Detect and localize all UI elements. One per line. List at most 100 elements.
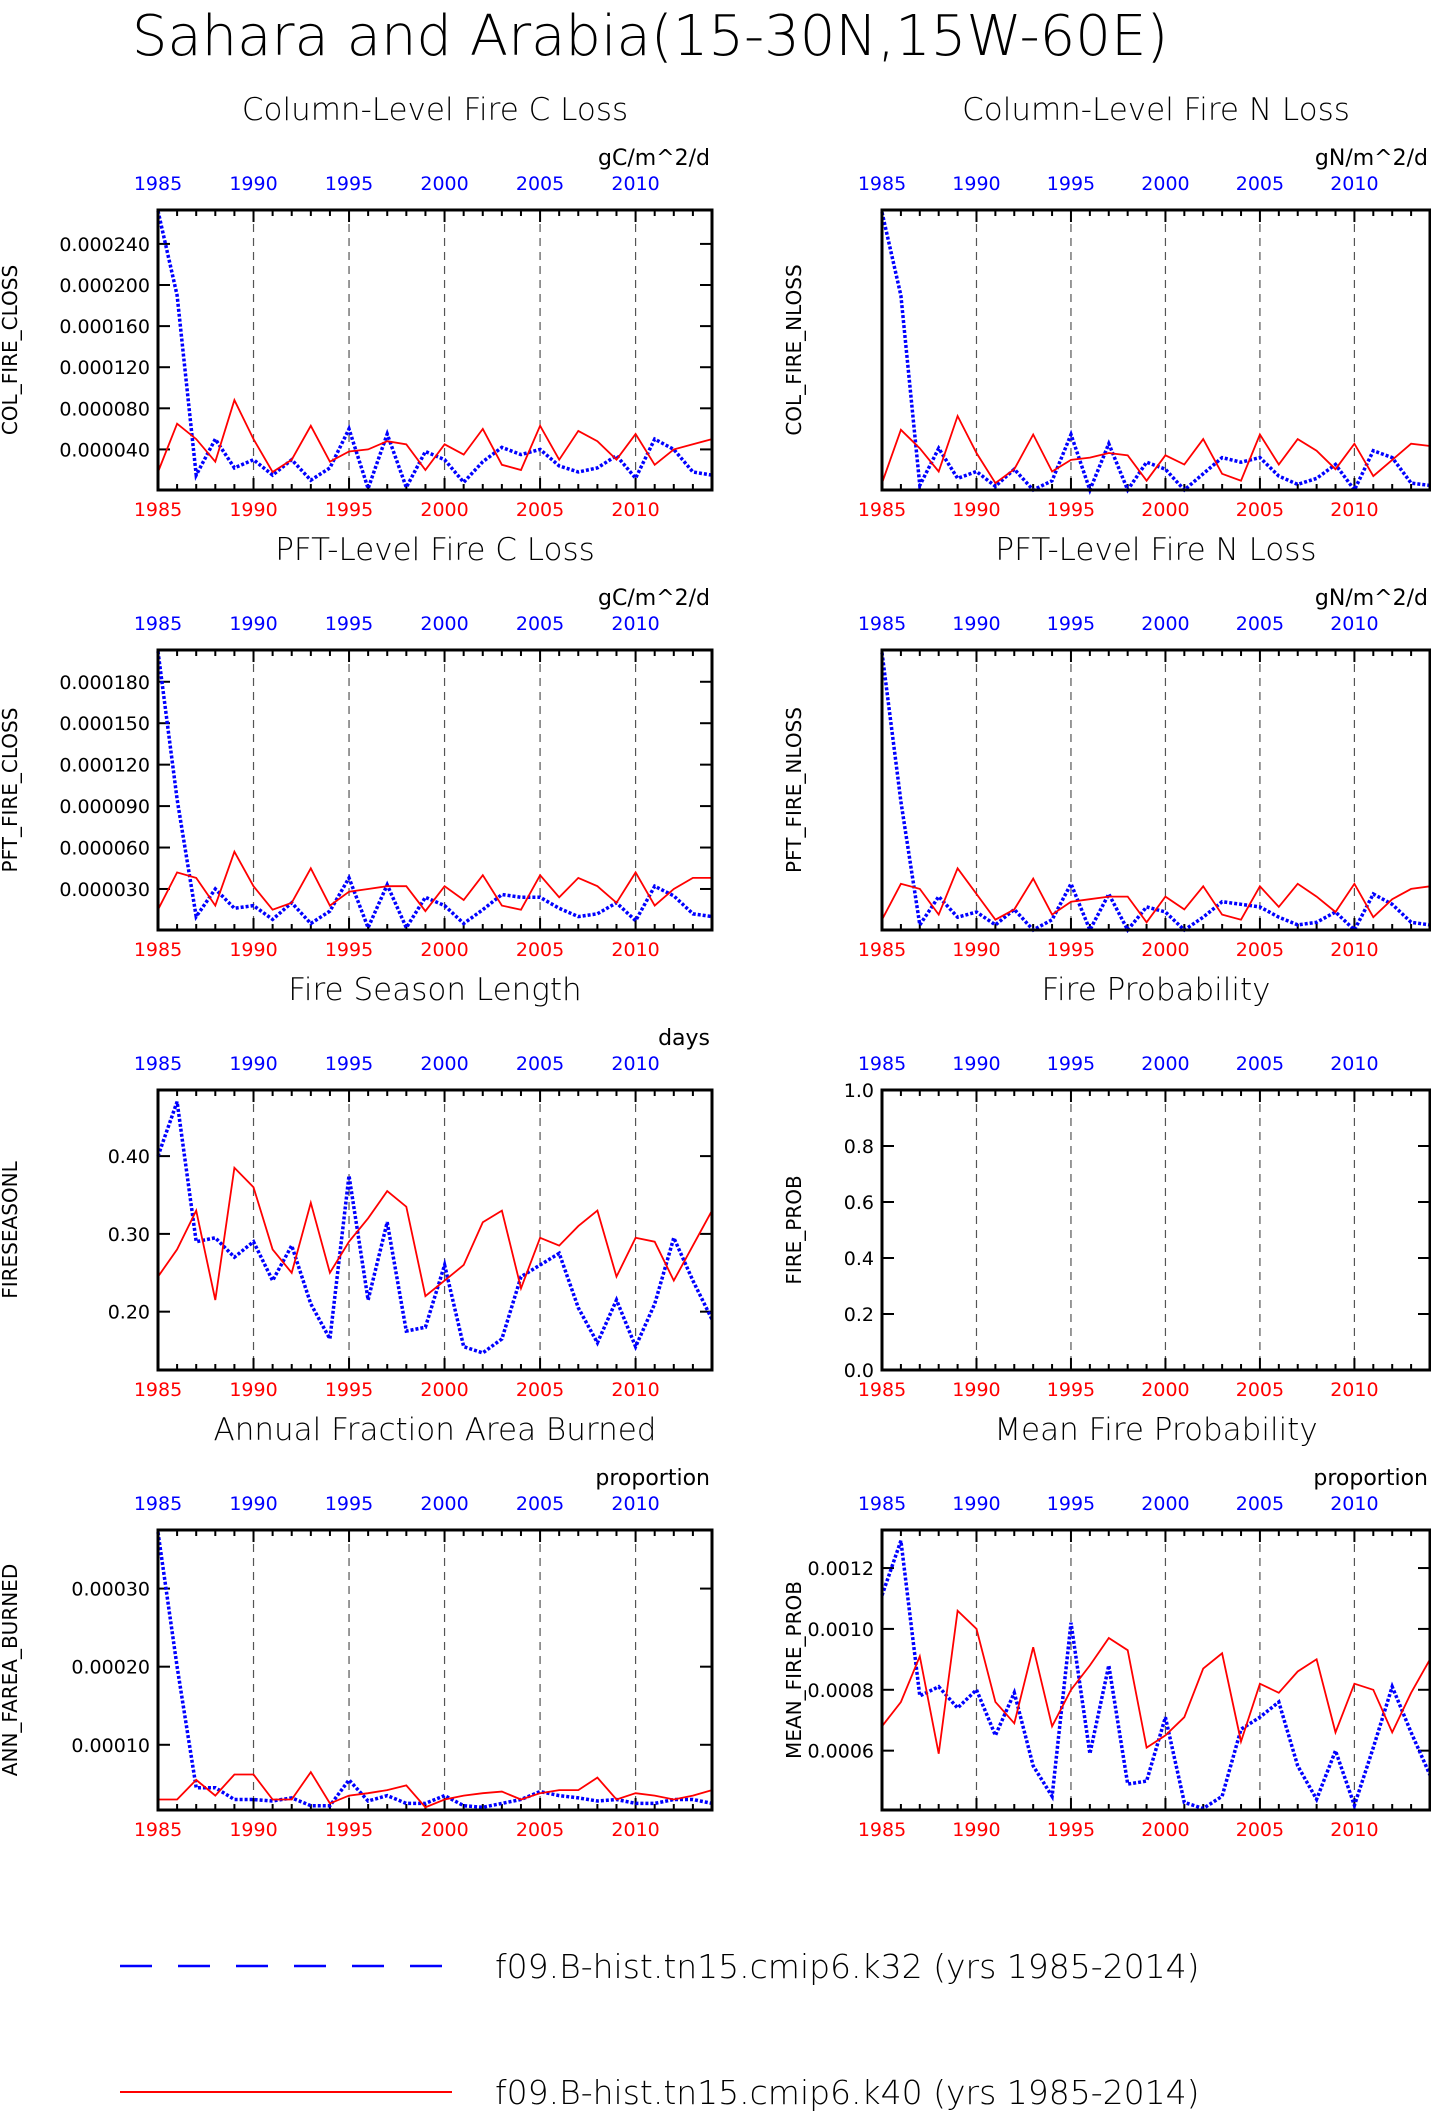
units-label: gC/m^2/d (598, 586, 710, 611)
x-tick-label-top: 1995 (325, 613, 373, 635)
panel-title: PFT-Level Fire C Loss (275, 532, 595, 568)
units-label: gN/m^2/d (1315, 586, 1428, 611)
x-tick-label-top: 1985 (858, 1493, 906, 1515)
legend: f09.B-hist.tn15.cmip6.k32 (yrs 1985-2014… (120, 1947, 1200, 2112)
x-tick-label-bottom: 1995 (1047, 1379, 1095, 1401)
x-tick-label-bottom: 2000 (420, 499, 468, 521)
y-tick-label: 0.00010 (71, 1735, 150, 1757)
y-axis-label: COL_FIRE_CLOSS (0, 265, 22, 435)
x-tick-label-bottom: 2010 (1330, 1379, 1378, 1401)
x-tick-label-top: 1995 (1047, 613, 1095, 635)
x-tick-label-bottom: 2005 (1236, 1819, 1284, 1841)
y-axis-label: MEAN_FIRE_PROB (782, 1581, 806, 1759)
units-label: proportion (595, 1466, 710, 1491)
x-tick-label-top: 2000 (420, 173, 468, 195)
units-label: proportion (1313, 1466, 1428, 1491)
series-line (156, 1101, 714, 1355)
plot-frame (880, 1088, 1431, 1372)
x-tick-label-bottom: 2000 (420, 1819, 468, 1841)
x-tick-label-top: 1985 (134, 613, 182, 635)
x-tick-label-top: 1985 (858, 173, 906, 195)
y-axis-label: FIRE_PROB (782, 1175, 806, 1284)
x-tick-label-bottom: 2010 (611, 939, 659, 961)
y-tick-label: 0.40 (108, 1146, 150, 1168)
x-tick-label-top: 1990 (229, 613, 277, 635)
panel-title: Column-Level Fire N Loss (962, 92, 1350, 128)
x-tick-label-bottom: 1985 (858, 1819, 906, 1841)
panel-title: PFT-Level Fire N Loss (995, 532, 1316, 568)
x-tick-label-bottom: 2005 (1236, 499, 1284, 521)
y-tick-label: 0.000030 (59, 879, 150, 901)
y-tick-label: 0.00030 (71, 1579, 150, 1601)
series-line (157, 849, 712, 913)
x-tick-label-top: 1990 (229, 1053, 277, 1075)
y-tick-label: 0.00020 (71, 1657, 150, 1679)
x-tick-label-bottom: 2005 (516, 939, 564, 961)
y-tick-label: 1.0 (844, 1080, 874, 1102)
x-tick-label-bottom: 1990 (229, 1379, 277, 1401)
x-tick-label-bottom: 1985 (858, 499, 906, 521)
x-tick-label-top: 1995 (325, 1053, 373, 1075)
legend-label: f09.B-hist.tn15.cmip6.k32 (yrs 1985-2014… (495, 1947, 1200, 1986)
series-line (156, 651, 713, 933)
main-title: Sahara and Arabia(15-30N,15W-60E) (132, 4, 1168, 69)
x-tick-label-bottom: 2010 (1330, 939, 1378, 961)
x-tick-label-top: 2005 (516, 1493, 564, 1515)
plot-frame (156, 208, 714, 492)
y-tick-label: 0.000180 (59, 672, 150, 694)
x-tick-label-top: 2000 (420, 613, 468, 635)
x-tick-label-bottom: 1985 (858, 939, 906, 961)
series-line (156, 210, 713, 495)
chart-panel: Mean Fire Probability proportion 1985 1985 1… (782, 1412, 1431, 1841)
x-tick-label-bottom: 2005 (1236, 939, 1284, 961)
x-tick-label-bottom: 2005 (516, 499, 564, 521)
y-tick-label: 0.2 (844, 1304, 874, 1326)
x-tick-label-top: 2005 (516, 613, 564, 635)
x-tick-label-top: 2000 (1141, 1493, 1189, 1515)
x-tick-label-top: 2005 (516, 1053, 564, 1075)
x-tick-label-bottom: 1990 (952, 1379, 1000, 1401)
x-tick-label-bottom: 2005 (516, 1819, 564, 1841)
y-tick-label: 0.000120 (59, 755, 150, 777)
x-tick-label-bottom: 1985 (134, 499, 182, 521)
plot-frame (880, 648, 1431, 932)
panel-title: Fire Probability (1041, 972, 1270, 1008)
series-line (157, 1165, 713, 1301)
x-tick-label-top: 1995 (1047, 1053, 1095, 1075)
x-tick-label-bottom: 1995 (1047, 499, 1095, 521)
x-tick-label-bottom: 1985 (134, 1379, 182, 1401)
x-tick-label-bottom: 1990 (229, 1819, 277, 1841)
y-axis-label: PFT_FIRE_NLOSS (782, 707, 806, 873)
x-tick-label-top: 2005 (1236, 1493, 1284, 1515)
x-tick-label-top: 2000 (420, 1493, 468, 1515)
y-tick-label: 0.0 (844, 1360, 874, 1382)
y-tick-label: 0.000200 (59, 275, 150, 297)
x-tick-label-bottom: 2000 (1141, 1379, 1189, 1401)
x-tick-label-bottom: 1990 (229, 939, 277, 961)
x-tick-label-bottom: 2010 (1330, 1819, 1378, 1841)
y-tick-label: 0.000240 (59, 234, 150, 256)
x-tick-label-bottom: 1990 (952, 939, 1000, 961)
series-line (156, 1532, 713, 1810)
x-tick-label-bottom: 2010 (611, 499, 659, 521)
x-tick-label-bottom: 2000 (1141, 939, 1189, 961)
legend-item: f09.B-hist.tn15.cmip6.k40 (yrs 1985-2014… (120, 2073, 1200, 2112)
x-tick-label-top: 1985 (858, 613, 906, 635)
panel-title: Annual Fraction Area Burned (214, 1412, 657, 1448)
series-line (880, 1540, 1431, 1811)
x-tick-label-bottom: 1990 (952, 499, 1000, 521)
series-line (881, 413, 1431, 485)
y-tick-label: 0.000040 (59, 439, 150, 461)
x-tick-label-top: 1985 (134, 173, 182, 195)
y-tick-label: 0.000060 (59, 838, 150, 860)
y-tick-label: 0.000120 (59, 357, 150, 379)
legend-item: f09.B-hist.tn15.cmip6.k32 (yrs 1985-2014… (120, 1947, 1200, 1986)
plot-frame (880, 208, 1431, 492)
x-tick-label-top: 1995 (325, 173, 373, 195)
y-tick-label: 0.0012 (808, 1558, 874, 1580)
units-label: gN/m^2/d (1315, 146, 1428, 171)
x-tick-label-bottom: 2000 (420, 939, 468, 961)
series-line (881, 1608, 1431, 1754)
